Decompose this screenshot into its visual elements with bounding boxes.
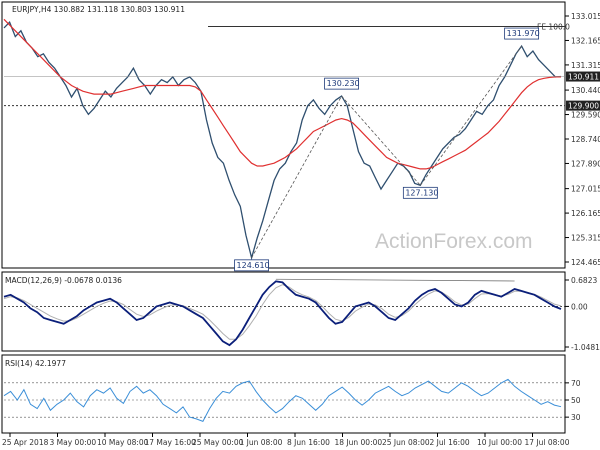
callout-box (504, 27, 540, 40)
rsi-ytick-label: 30 (571, 413, 581, 422)
main-ytick-label: 127.015 (571, 185, 600, 194)
main-panel-frame (1, 1, 566, 269)
x-tick-label: 8 Jun 16:00 (287, 438, 330, 447)
x-tick-label: 1 Jun 08:00 (240, 438, 283, 447)
wave-projection-line (420, 45, 522, 186)
rsi-line (3, 378, 562, 423)
level-price-tag (566, 100, 600, 111)
main-ytick-label: 124.465 (571, 258, 600, 267)
x-tick-label: 3 May 00:00 (50, 438, 97, 447)
rsi-ytick-label: 70 (571, 379, 581, 388)
callout-label: 130.230 (327, 79, 360, 88)
macd-panel: 0.6823 0.00 -1.0481 (3, 276, 600, 352)
rsi-panel: 70 50 30 (3, 378, 581, 423)
macd-ytick-label: 0.00 (571, 302, 588, 311)
callout-box (324, 77, 359, 90)
main-ytick-label: 125.315 (571, 234, 600, 243)
callout-label: 131.970 (507, 29, 540, 38)
x-tick-label: 18 Jun 00:00 (335, 438, 383, 447)
main-ytick-label: 126.165 (571, 209, 600, 218)
x-tick-label: 10 May 08:00 (97, 438, 149, 447)
main-ytick-label: 133.015 (571, 12, 600, 21)
main-ytick-label: 131.315 (571, 61, 600, 70)
x-tick-label: 25 Jun 08:00 (382, 438, 430, 447)
watermark: ActionForex.com (375, 230, 533, 253)
macd-ytick-label: 0.6823 (571, 276, 597, 285)
level-price-label: 129.900 (568, 102, 599, 111)
macd-title: MACD(12,26,9) -0.0678 0.0136 (5, 276, 122, 285)
callout-box (402, 186, 438, 199)
symbol-header: EURJPY,H4 130.882 131.118 130.803 130.91… (12, 5, 185, 14)
main-ytick-label: 128.740 (571, 135, 600, 144)
moving-average-line (3, 18, 561, 170)
fe-100-label: FE 100.0 (537, 23, 570, 32)
x-tick-label: 10 Jul 00:00 (477, 438, 522, 447)
rsi-title: RSI(14) 42.1977 (5, 359, 66, 368)
callout-label: 127.130 (405, 188, 438, 197)
main-ytick-label: 130.440 (571, 86, 600, 95)
x-tick-label: 2 Jul 16:00 (430, 438, 470, 447)
macd-divergence-line (275, 278, 515, 282)
macd-signal-line (3, 284, 562, 340)
x-tick-label: 17 Jul 08:00 (525, 438, 570, 447)
current-price-label: 130.911 (568, 73, 599, 82)
main-ytick-label: 127.890 (571, 159, 600, 168)
macd-line (3, 280, 562, 347)
macd-ytick-label: -1.0481 (571, 343, 600, 352)
callout-box (234, 259, 269, 272)
rsi-ytick-label: 50 (571, 396, 581, 405)
x-tick-label: 17 May 16:00 (145, 438, 197, 447)
callout-label: 124.610 (237, 261, 270, 270)
main-panel: 133.015 132.165 131.315 130.440 129.590 128.7… (3, 12, 600, 272)
current-price-tag (566, 71, 600, 82)
x-tick-label: 25 May 00:00 (192, 438, 244, 447)
main-ytick-label: 132.165 (571, 36, 600, 45)
wave-projection-line (251, 95, 342, 259)
x-tick-label: 25 Apr 2018 (2, 438, 49, 447)
price-series-line (3, 21, 562, 261)
rsi-panel-frame (1, 354, 566, 434)
main-ytick-label: 129.590 (571, 111, 600, 120)
